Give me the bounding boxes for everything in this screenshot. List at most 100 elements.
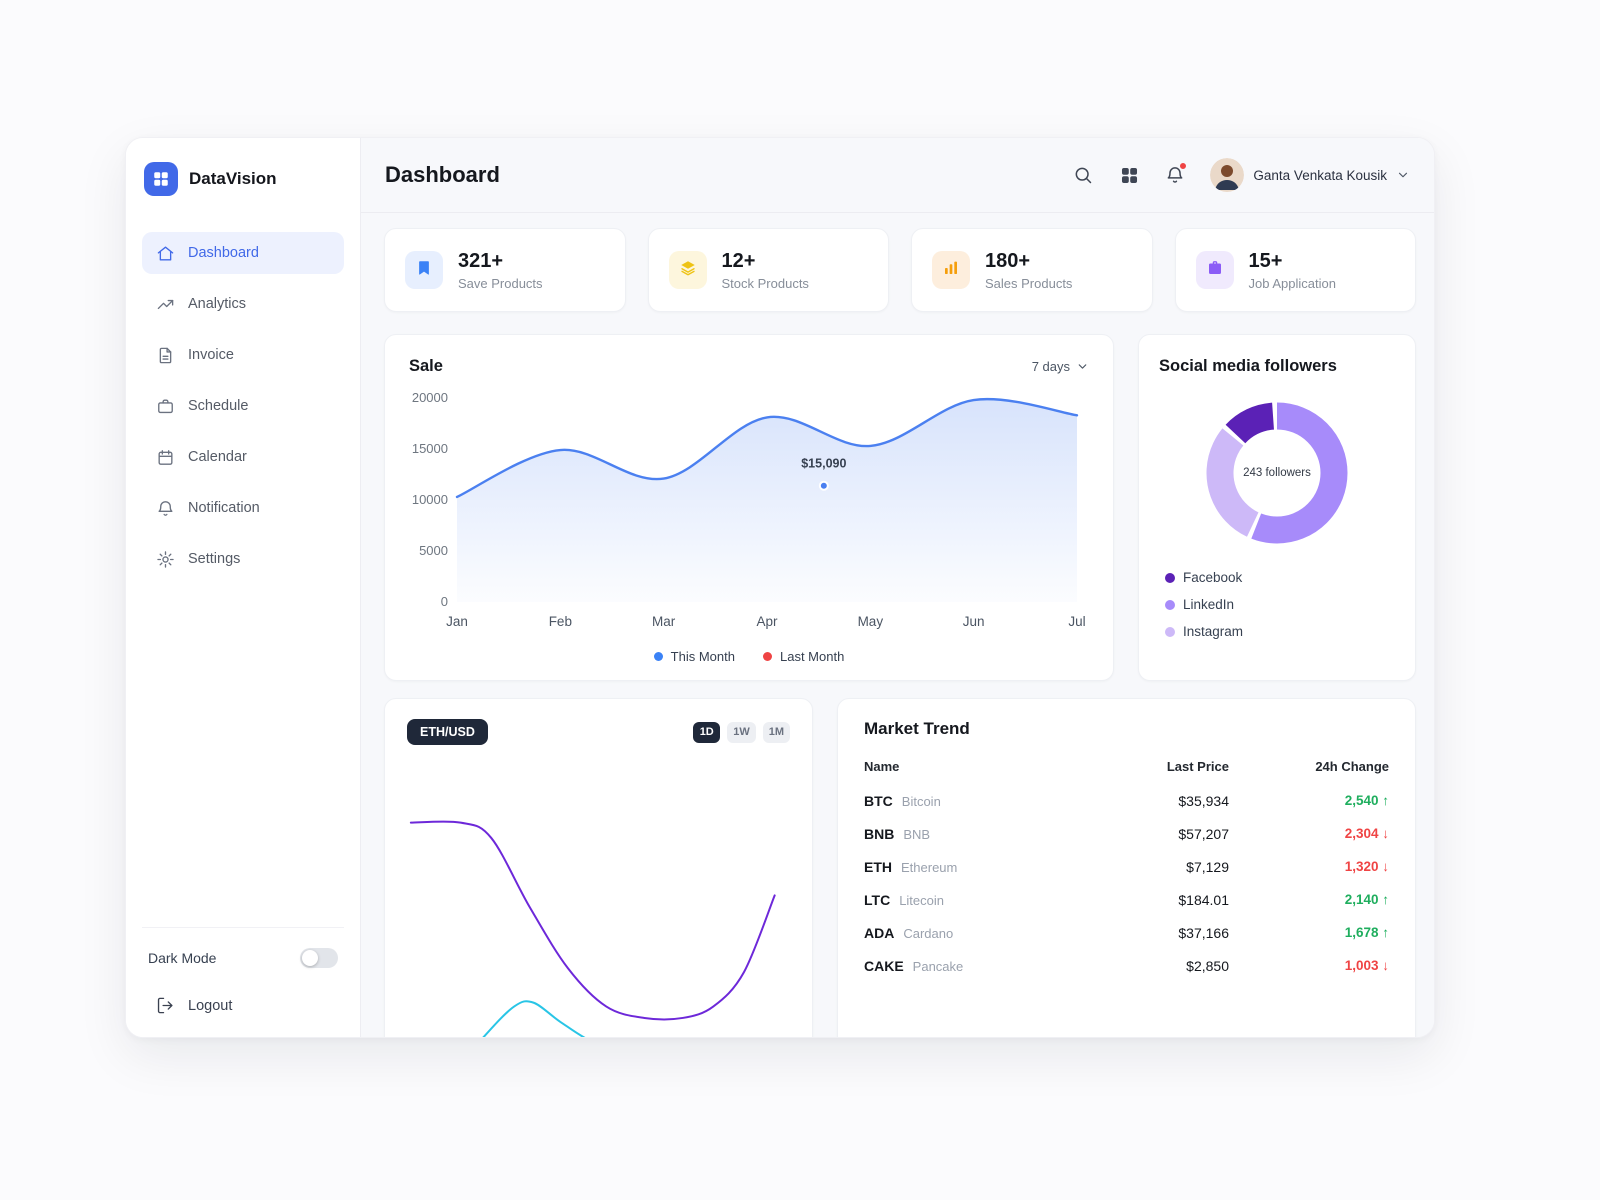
gear-icon xyxy=(157,550,174,568)
sale-range-label: 7 days xyxy=(1031,359,1070,374)
market-table: Name Last Price 24h Change BTC Bitcoin $3… xyxy=(864,751,1389,982)
legend-this-month: This Month xyxy=(653,649,735,664)
stat-icon-wrap xyxy=(668,251,707,289)
sidebar-item-calendar[interactable]: Calendar xyxy=(142,436,344,478)
range-button-1d[interactable]: 1D xyxy=(693,721,721,743)
logout-label: Logout xyxy=(188,997,233,1014)
coin-symbol: BNB xyxy=(864,825,895,842)
stat-value: 180+ xyxy=(985,249,1031,272)
legend-dot xyxy=(1165,572,1175,583)
sidebar-item-label: Dashboard xyxy=(188,245,259,261)
bookmark-icon xyxy=(415,259,433,282)
sidebar-item-dashboard[interactable]: Dashboard xyxy=(142,232,344,274)
sidebar-item-label: Invoice xyxy=(188,347,234,363)
sidebar: DataVision Dashboard Analytics Invoice S… xyxy=(126,138,361,1037)
coin-symbol: BTC xyxy=(864,792,893,809)
market-trend-card: Market Trend Name Last Price 24h Change … xyxy=(837,698,1416,1037)
dark-mode-toggle[interactable] xyxy=(300,948,338,968)
logout-button[interactable]: Logout xyxy=(142,986,344,1021)
sale-title: Sale xyxy=(409,357,443,375)
notifications-button[interactable] xyxy=(1164,162,1188,186)
logo: DataVision xyxy=(142,162,344,196)
table-row-coin: ADA Cardano xyxy=(864,916,1059,949)
legend-label: LinkedIn xyxy=(1183,597,1235,612)
sidebar-item-notification[interactable]: Notification xyxy=(142,487,344,529)
range-button-1w[interactable]: 1W xyxy=(727,721,756,743)
search-button[interactable] xyxy=(1072,164,1094,186)
svg-text:0: 0 xyxy=(441,594,448,609)
legend-facebook: Facebook xyxy=(1165,570,1395,585)
table-row-coin: LTC Litecoin xyxy=(864,883,1059,916)
invoice-icon xyxy=(159,347,172,363)
stat-label: Save Products xyxy=(458,275,543,291)
sale-card: Sale 7 days 0 5000 10000 15000 20000 Jan Feb Ma… xyxy=(384,334,1114,681)
chevron-down-icon xyxy=(1078,364,1087,369)
sidebar-item-label: Analytics xyxy=(188,296,247,312)
user-name: Ganta Venkata Kousik xyxy=(1253,167,1387,183)
app-name: DataVision xyxy=(189,169,277,188)
table-row-coin: BNB BNB xyxy=(864,817,1059,850)
svg-text:10000: 10000 xyxy=(412,492,448,507)
svg-text:15000: 15000 xyxy=(412,441,448,456)
sidebar-item-invoice[interactable]: Invoice xyxy=(142,334,344,376)
sidebar-item-label: Notification xyxy=(188,500,260,516)
legend-last-month: Last Month xyxy=(762,649,844,664)
coin-change: 1,320 ↓ xyxy=(1344,859,1389,874)
coin-price: $57,207 xyxy=(1178,825,1229,842)
briefcase-icon xyxy=(1206,259,1224,282)
svg-text:May: May xyxy=(858,614,884,629)
svg-text:Jun: Jun xyxy=(963,614,985,629)
coin-price: $2,850 xyxy=(1186,957,1229,974)
briefcase-icon xyxy=(158,398,173,413)
sidebar-item-schedule[interactable]: Schedule xyxy=(142,385,344,427)
coin-name: Bitcoin xyxy=(901,793,941,809)
stat-label: Job Application xyxy=(1248,275,1336,291)
legend-dot xyxy=(1165,626,1175,637)
range-buttons: 1D 1W 1M xyxy=(693,721,790,743)
coin-symbol: LTC xyxy=(864,891,891,908)
svg-text:20000: 20000 xyxy=(412,390,448,405)
svg-text:Jan: Jan xyxy=(446,614,468,629)
stat-icon-wrap xyxy=(1195,251,1234,289)
layers-icon xyxy=(679,259,697,282)
coin-name: Pancake xyxy=(912,958,964,974)
eth-usd-card: ETH/USD 1D 1W 1M xyxy=(384,698,813,1037)
column-header-price: Last Price xyxy=(1166,759,1229,774)
bell-icon xyxy=(1167,167,1183,183)
stat-value: 15+ xyxy=(1248,249,1283,272)
user-menu[interactable]: Ganta Venkata Kousik xyxy=(1210,158,1410,192)
table-row-coin: BTC Bitcoin xyxy=(864,784,1059,817)
legend-instagram: Instagram xyxy=(1165,624,1395,639)
bottom-row: ETH/USD 1D 1W 1M Market Trend Name Last … xyxy=(384,698,1416,1037)
sale-range-select[interactable]: 7 days xyxy=(1032,359,1089,374)
coin-price: $37,166 xyxy=(1178,924,1229,941)
apps-button[interactable] xyxy=(1118,164,1140,186)
sidebar-item-label: Calendar xyxy=(188,449,247,465)
topbar-actions: Ganta Venkata Kousik xyxy=(1072,158,1410,192)
grid-icon xyxy=(1121,167,1137,183)
range-button-1m[interactable]: 1M xyxy=(762,721,790,743)
stat-card-stock-products: 12+ Stock Products xyxy=(647,228,889,312)
toggle-knob xyxy=(302,950,318,966)
coin-price: $35,934 xyxy=(1178,792,1229,809)
stats-row: 321+ Save Products 12+ Stock Products xyxy=(384,228,1416,312)
legend-linkedin: LinkedIn xyxy=(1165,597,1395,612)
sidebar-item-label: Settings xyxy=(188,551,241,567)
column-header-change: 24h Change xyxy=(1315,759,1389,774)
svg-text:Jul: Jul xyxy=(1068,614,1085,629)
coin-change: 2,540 ↑ xyxy=(1344,793,1389,808)
sidebar-item-settings[interactable]: Settings xyxy=(142,538,344,580)
calendar-icon xyxy=(158,449,173,465)
svg-text:Apr: Apr xyxy=(756,614,778,629)
sidebar-item-label: Schedule xyxy=(188,398,249,414)
sidebar-item-analytics[interactable]: Analytics xyxy=(142,283,344,325)
home-icon xyxy=(157,245,174,261)
svg-text:$15,090: $15,090 xyxy=(801,457,846,471)
app-logo-icon xyxy=(144,162,178,196)
trend-icon xyxy=(157,299,174,309)
bar-chart-icon xyxy=(942,259,960,282)
content: 321+ Save Products 12+ Stock Products xyxy=(361,213,1434,1037)
main-area: Dashboard Ganta Venkata Kousik xyxy=(361,138,1434,1037)
market-title: Market Trend xyxy=(864,719,970,738)
stat-card-job-application: 15+ Job Application xyxy=(1174,228,1416,312)
